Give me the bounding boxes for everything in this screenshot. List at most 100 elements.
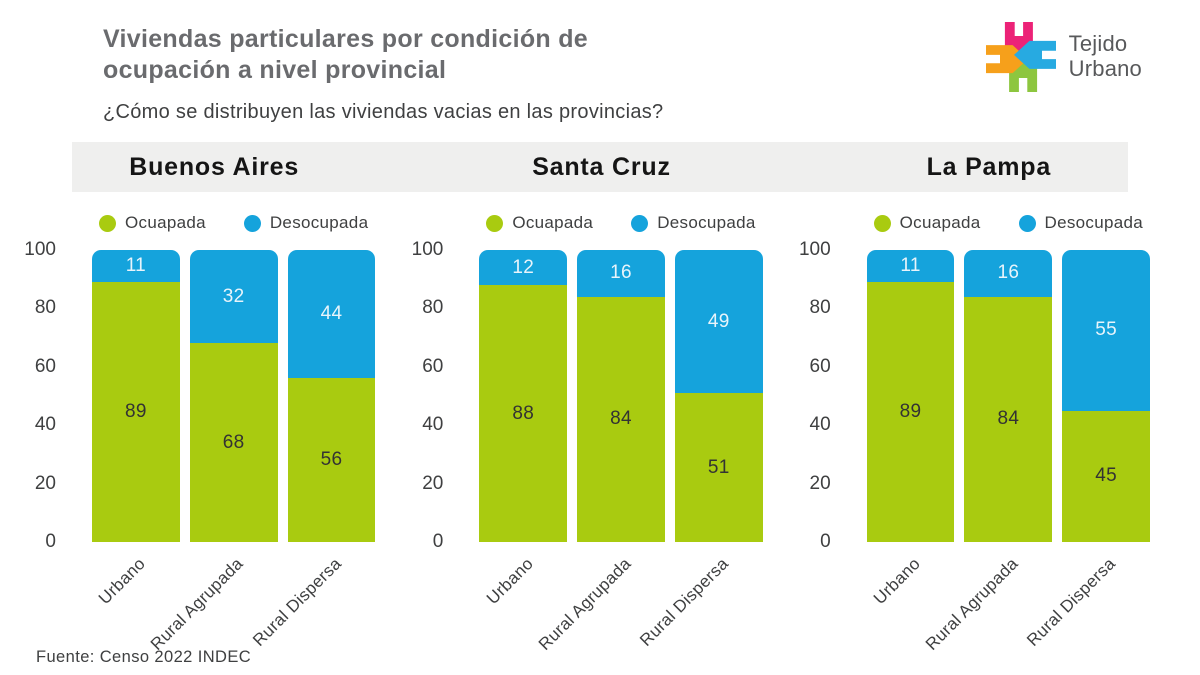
- bar-urbano: 11 89: [866, 250, 955, 542]
- bar-rural-agrupada: 32 68: [189, 250, 278, 542]
- page-subtitle: ¿Cómo se distribuyen las viviendas vacia…: [103, 101, 664, 123]
- logo-text: Tejido Urbano: [1069, 32, 1142, 81]
- bar-value-label-vacant: 32: [222, 285, 245, 307]
- legend-vacant-dot-icon: [631, 214, 649, 232]
- y-axis: 0 20 40 60 80 100: [412, 239, 479, 552]
- bar-value-label-vacant: 11: [125, 255, 147, 277]
- legend-vacant-label: Desocupada: [1044, 213, 1143, 232]
- legend-item-occupied: Ocuapada: [99, 213, 206, 233]
- y-tick-label: 40: [34, 414, 56, 436]
- bar-segment-occupied: 88: [479, 285, 568, 542]
- y-tick-label: 0: [432, 531, 444, 552]
- legend: Ocuapada Desocupada: [867, 196, 1150, 250]
- bar-rural-dispersa: 49 51: [674, 250, 763, 542]
- plot-area: 0 20 40 60 80 100 12 88 16 84 49 51: [412, 239, 763, 552]
- legend-item-vacant: Desocupada: [631, 213, 755, 233]
- bar-value-label-vacant: 44: [320, 303, 343, 325]
- logo-text-line2: Urbano: [1068, 56, 1142, 81]
- chart-title-la-pampa: La Pampa: [926, 152, 1052, 181]
- x-category-label-urbano: Urbano: [95, 554, 150, 609]
- bar-rural-agrupada: 16 84: [964, 250, 1053, 542]
- bar-segment-vacant: 44: [287, 250, 376, 379]
- y-tick-label: 20: [809, 472, 831, 494]
- legend-item-occupied: Ocuapada: [873, 213, 981, 233]
- bar-value-label-occupied: 89: [125, 401, 147, 423]
- band-titles: Buenos Aires Santa Cruz La Pampa: [28, 142, 1150, 192]
- y-tick-label: 100: [411, 239, 444, 260]
- bars-group: 12 88 16 84 49 51: [479, 250, 763, 542]
- bar-value-label-vacant: 16: [610, 262, 632, 284]
- bar-value-label-occupied: 45: [1095, 465, 1117, 487]
- bar-segment-vacant: 16: [964, 250, 1053, 297]
- y-tick-label: 20: [34, 472, 56, 494]
- bar-value-label-vacant: 12: [512, 256, 535, 278]
- legend-vacant-dot-icon: [1018, 214, 1036, 232]
- x-category-cell: Rural Dispersa: [636, 542, 763, 660]
- y-tick-label: 40: [422, 414, 444, 436]
- y-tick-label: 0: [820, 531, 831, 552]
- legend-occupied-label: Ocuapada: [899, 213, 981, 232]
- legend-vacant-dot-icon: [243, 214, 261, 232]
- page-title: Viviendas particulares por condición de …: [103, 25, 588, 84]
- chart-la-pampa: Ocuapada Desocupada 0 20 40 60 80 100 11 89 16 84 55…: [799, 196, 1150, 660]
- bar-value-label-vacant: 16: [997, 262, 1020, 284]
- legend-occupied-dot-icon: [99, 214, 116, 232]
- logo-text-line1: Tejido: [1068, 31, 1128, 57]
- legend-item-occupied: Ocuapada: [486, 213, 593, 233]
- y-tick-label: 100: [798, 239, 831, 260]
- bar-value-label-occupied: 84: [610, 408, 632, 430]
- bar-value-label-occupied: 88: [512, 402, 535, 424]
- legend: Ocuapada Desocupada: [479, 196, 762, 250]
- x-category-label-urbano: Urbano: [869, 554, 924, 609]
- chart-header-band: [72, 142, 1128, 192]
- bar-value-label-occupied: 56: [320, 449, 343, 471]
- bar-segment-occupied: 84: [964, 296, 1053, 542]
- legend-occupied-label: Ocuapada: [125, 213, 206, 232]
- legend-vacant-label: Desocupada: [657, 213, 756, 232]
- x-category-cell: Rural Dispersa: [1024, 542, 1150, 660]
- y-axis: 0 20 40 60 80 100: [799, 239, 867, 552]
- x-axis-labels: Urbano Rural Agrupada Rural Dispersa: [479, 542, 762, 660]
- chart-title-buenos-aires: Buenos Aires: [129, 152, 300, 181]
- legend-item-vacant: Desocupada: [243, 213, 369, 233]
- legend-item-vacant: Desocupada: [1018, 213, 1143, 233]
- source-note: Fuente: Censo 2022 INDEC: [36, 648, 252, 666]
- y-tick-label: 80: [809, 297, 831, 319]
- x-axis-labels: Urbano Rural Agrupada Rural Dispersa: [867, 542, 1150, 660]
- legend-occupied-dot-icon: [486, 214, 504, 232]
- y-tick-label: 60: [809, 355, 831, 377]
- y-tick-label: 80: [422, 297, 444, 319]
- x-category-cell: Rural Dispersa: [249, 542, 376, 660]
- bar-urbano: 11 89: [92, 250, 180, 542]
- bar-value-label-vacant: 55: [1095, 319, 1117, 341]
- bar-segment-vacant: 32: [189, 250, 278, 344]
- y-tick-label: 80: [34, 297, 56, 319]
- bar-value-label-occupied: 84: [997, 408, 1020, 430]
- tejido-urbano-logo-icon: [985, 22, 1056, 92]
- y-tick-label: 40: [809, 414, 831, 436]
- legend-occupied-label: Ocuapada: [512, 213, 594, 232]
- bar-segment-vacant: 12: [479, 250, 568, 286]
- bars-group: 11 89 32 68 44 56: [92, 250, 376, 542]
- bar-segment-vacant: 49: [674, 250, 763, 394]
- legend: Ocuapada Desocupada: [92, 196, 375, 250]
- charts-row: Ocuapada Desocupada 0 20 40 60 80 100 11 89 32 68 44…: [24, 196, 1150, 660]
- bar-value-label-vacant: 49: [707, 310, 730, 332]
- legend-vacant-label: Desocupada: [269, 213, 369, 232]
- legend-occupied-dot-icon: [873, 214, 891, 232]
- y-tick-label: 100: [24, 239, 56, 260]
- bar-segment-occupied: 45: [1062, 410, 1150, 542]
- bar-segment-occupied: 89: [92, 282, 180, 542]
- chart-title-santa-cruz: Santa Cruz: [532, 152, 671, 181]
- bars-group: 11 89 16 84 55 45: [866, 250, 1150, 542]
- bar-value-label-occupied: 51: [707, 456, 730, 478]
- bar-segment-vacant: 16: [577, 250, 665, 297]
- x-axis-labels: Urbano Rural Agrupada Rural Dispersa: [92, 542, 375, 660]
- y-tick-label: 60: [422, 355, 444, 377]
- bar-segment-vacant: 55: [1062, 250, 1150, 411]
- y-tick-label: 20: [422, 472, 444, 494]
- chart-buenos-aires: Ocuapada Desocupada 0 20 40 60 80 100 11 89 32 68 44…: [24, 196, 376, 660]
- bar-rural-dispersa: 55 45: [1062, 250, 1150, 542]
- bar-value-label-vacant: 11: [900, 255, 921, 277]
